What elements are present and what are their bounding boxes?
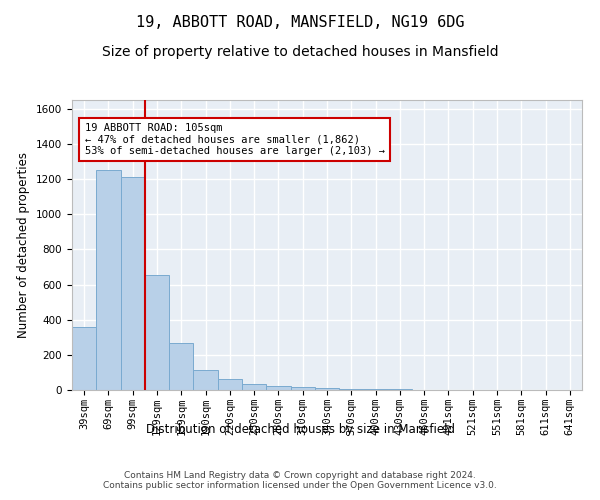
- Y-axis label: Number of detached properties: Number of detached properties: [17, 152, 31, 338]
- Text: Distribution of detached houses by size in Mansfield: Distribution of detached houses by size …: [146, 422, 455, 436]
- Bar: [121, 178, 145, 390]
- Text: 19 ABBOTT ROAD: 105sqm
← 47% of detached houses are smaller (1,862)
53% of semi-: 19 ABBOTT ROAD: 105sqm ← 47% of detached…: [85, 123, 385, 156]
- Bar: [145, 275, 169, 390]
- Bar: [266, 386, 290, 390]
- Bar: [96, 170, 121, 390]
- Text: Size of property relative to detached houses in Mansfield: Size of property relative to detached ho…: [101, 45, 499, 59]
- Bar: [218, 378, 242, 390]
- Bar: [339, 388, 364, 390]
- Bar: [72, 326, 96, 390]
- Bar: [242, 384, 266, 390]
- Text: 19, ABBOTT ROAD, MANSFIELD, NG19 6DG: 19, ABBOTT ROAD, MANSFIELD, NG19 6DG: [136, 15, 464, 30]
- Bar: [315, 388, 339, 390]
- Bar: [169, 344, 193, 390]
- Text: Contains HM Land Registry data © Crown copyright and database right 2024.
Contai: Contains HM Land Registry data © Crown c…: [103, 470, 497, 490]
- Bar: [364, 389, 388, 390]
- Bar: [193, 370, 218, 390]
- Bar: [290, 388, 315, 390]
